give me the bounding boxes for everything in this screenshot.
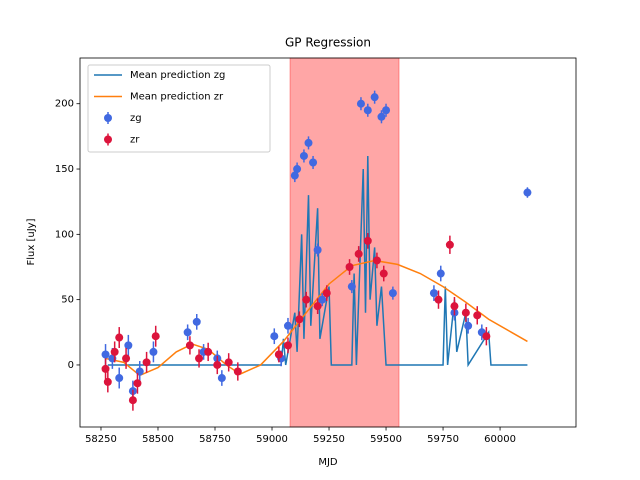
- data-point: [183, 328, 192, 337]
- data-point: [233, 367, 242, 376]
- legend-swatch: [104, 135, 112, 144]
- data-point: [293, 165, 302, 174]
- x-tick-label: 60000: [484, 434, 516, 445]
- y-tick-label: 200: [55, 99, 74, 110]
- y-axis-label: Flux [uJy]: [26, 218, 37, 265]
- data-point: [377, 112, 386, 121]
- data-point: [115, 333, 124, 342]
- data-point: [388, 289, 397, 298]
- data-point: [363, 106, 372, 115]
- data-point: [151, 332, 160, 341]
- x-tick-label: 58500: [142, 434, 174, 445]
- data-point: [149, 347, 158, 356]
- axes-frame: [79, 57, 577, 428]
- data-point: [270, 332, 279, 341]
- data-point: [283, 341, 292, 350]
- legend-box: [87, 64, 271, 153]
- data-point: [283, 321, 292, 330]
- data-point: [523, 188, 532, 197]
- data-point: [185, 341, 194, 350]
- legend-label: Mean prediction zr: [130, 92, 224, 103]
- x-axis-label: MJD: [318, 457, 338, 468]
- data-point: [436, 269, 445, 278]
- data-point: [473, 311, 482, 320]
- data-point: [313, 246, 322, 255]
- data-point: [304, 138, 313, 147]
- x-tick-label: 59250: [313, 434, 345, 445]
- data-point: [101, 364, 110, 373]
- data-point: [309, 158, 318, 167]
- data-point: [461, 308, 470, 317]
- data-point: [445, 240, 454, 249]
- data-point: [213, 360, 222, 369]
- legend-label: zg: [130, 113, 142, 124]
- data-point: [224, 358, 233, 367]
- data-point: [356, 99, 365, 108]
- data-point: [295, 315, 304, 324]
- data-point: [370, 93, 379, 102]
- data-point: [345, 262, 354, 271]
- legend-swatch: [104, 114, 112, 122]
- data-point: [101, 350, 110, 359]
- data-point: [313, 302, 322, 311]
- legend-label: Mean prediction zg: [130, 70, 225, 81]
- data-point: [195, 354, 204, 363]
- data-point: [115, 374, 124, 383]
- data-point: [142, 358, 151, 367]
- x-tick-label: 59000: [256, 434, 288, 445]
- data-point: [450, 302, 459, 311]
- data-point: [133, 379, 142, 388]
- x-tick-label: 58750: [199, 434, 231, 445]
- data-point: [124, 341, 133, 350]
- chart-title: GP Regression: [285, 36, 371, 50]
- data-point: [103, 377, 112, 386]
- data-point: [318, 295, 327, 304]
- data-point: [429, 289, 438, 298]
- data-point: [379, 269, 388, 278]
- data-point: [354, 249, 363, 258]
- mean-line: [105, 259, 528, 377]
- data-point: [217, 374, 226, 383]
- y-tick-label: 0: [68, 360, 74, 371]
- data-point: [382, 106, 391, 115]
- data-point: [434, 295, 443, 304]
- x-tick-label: 58250: [85, 434, 117, 445]
- x-tick-label: 59500: [370, 434, 402, 445]
- y-tick-label: 150: [55, 164, 74, 175]
- data-point: [204, 347, 213, 356]
- data-point: [299, 151, 308, 160]
- data-point: [302, 295, 311, 304]
- y-tick-label: 100: [55, 229, 74, 240]
- legend-label: zr: [130, 135, 140, 146]
- data-point: [464, 321, 473, 330]
- data-point: [128, 396, 137, 405]
- data-point: [363, 236, 372, 245]
- y-tick-label: 50: [61, 295, 74, 306]
- data-point: [347, 282, 356, 291]
- data-point: [372, 256, 381, 265]
- data-point: [274, 350, 283, 359]
- data-point: [322, 289, 331, 298]
- x-tick-label: 59750: [427, 434, 459, 445]
- data-point: [122, 354, 131, 363]
- data-point: [110, 347, 119, 356]
- data-point: [192, 317, 201, 326]
- data-point: [482, 332, 491, 341]
